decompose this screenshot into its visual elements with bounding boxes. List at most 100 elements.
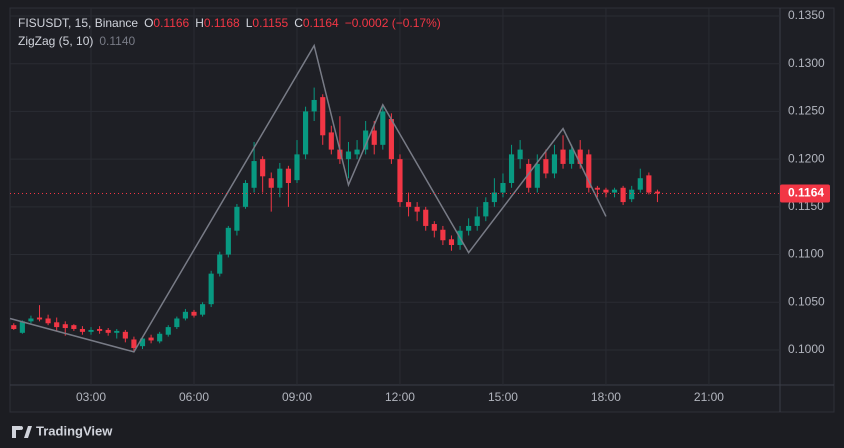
- candle-body: [620, 187, 626, 203]
- candle-body: [225, 227, 231, 255]
- candle-body: [345, 151, 352, 160]
- x-tick-label: 06:00: [179, 390, 209, 404]
- candle-body: [208, 273, 214, 305]
- candle-body: [62, 324, 68, 329]
- candle-body: [586, 154, 592, 188]
- candle-body: [294, 154, 300, 181]
- candle-body: [191, 311, 197, 316]
- candle-body: [354, 149, 360, 155]
- candle-body: [139, 338, 146, 347]
- candle-body: [431, 224, 437, 231]
- x-tick-label: 15:00: [488, 390, 518, 404]
- ohlc-value: 0.1164: [303, 16, 339, 30]
- zigzag-line: [9, 43, 607, 353]
- candle-body: [200, 304, 206, 315]
- ohlc-label: C: [294, 16, 303, 30]
- candle-body: [560, 149, 566, 164]
- ohlc-label: L: [246, 16, 253, 30]
- candle-body: [242, 182, 249, 207]
- candle-body: [526, 163, 532, 188]
- candle-body: [165, 327, 171, 335]
- candle-body: [277, 168, 283, 188]
- candle-body: [371, 130, 377, 145]
- candle-body: [157, 333, 163, 342]
- chart-frame: [9, 7, 835, 413]
- candle-body: [534, 163, 540, 188]
- y-tick-label: 0.1050: [788, 294, 825, 308]
- price-change: −0.0002 (−0.17%): [345, 16, 441, 30]
- candle-body: [551, 154, 558, 174]
- candle-body: [517, 149, 523, 160]
- candle-body: [474, 216, 480, 226]
- candle-body: [285, 168, 291, 183]
- candle-body: [114, 330, 120, 333]
- candle-body: [629, 189, 635, 200]
- candle-body: [122, 331, 128, 339]
- candle-body: [19, 321, 25, 333]
- x-tick-label: 18:00: [591, 390, 621, 404]
- candle-body: [337, 149, 343, 160]
- ohlc-label: H: [195, 16, 204, 30]
- y-tick-label: 0.1000: [788, 342, 825, 356]
- candle-body: [491, 192, 497, 203]
- candle-body: [423, 209, 429, 226]
- candle-body: [611, 189, 618, 193]
- candle-body: [654, 191, 661, 194]
- last-price-badge: [780, 184, 830, 203]
- ohlc-label: O: [144, 16, 153, 30]
- indicator-name: ZigZag (5, 10): [18, 34, 93, 48]
- y-tick-label: 0.1300: [788, 56, 825, 70]
- candle-body: [397, 159, 403, 203]
- candle-body: [328, 132, 334, 150]
- candle-body: [603, 189, 609, 193]
- symbol-info: FISUSDT, 15, Binance: [18, 16, 138, 30]
- candle-body: [182, 311, 188, 319]
- ohlc-value: 0.1155: [252, 16, 288, 30]
- y-tick-label: 0.1100: [788, 247, 824, 261]
- candle-body: [174, 318, 180, 328]
- candle-body: [388, 119, 394, 160]
- candle-body: [414, 206, 420, 212]
- ohlc-value: 0.1168: [204, 16, 240, 30]
- candle-body: [405, 202, 412, 207]
- candle-body: [217, 254, 223, 274]
- candle-body: [234, 206, 240, 231]
- candle-body: [380, 111, 386, 145]
- candle-body: [500, 182, 506, 193]
- y-tick-label: 0.1200: [788, 151, 825, 165]
- candle-body: [268, 178, 274, 188]
- x-tick-label: 12:00: [385, 390, 415, 404]
- candle-body: [251, 161, 257, 188]
- candle-body: [637, 178, 643, 190]
- candle-body: [105, 329, 111, 333]
- candle-body: [36, 317, 43, 320]
- ohlc-value: 0.1166: [153, 16, 189, 30]
- logo-icon: [12, 426, 32, 438]
- branding[interactable]: TradingView: [12, 423, 113, 438]
- candle-body: [148, 337, 154, 341]
- x-tick-label: 09:00: [282, 390, 312, 404]
- last-price-label: 0.1164: [788, 186, 824, 200]
- candle-body: [466, 225, 472, 231]
- x-tick-label: 21:00: [694, 390, 724, 404]
- candle-body: [543, 159, 549, 174]
- brand-name: TradingView: [36, 423, 113, 438]
- candle-body: [646, 175, 652, 193]
- y-tick-label: 0.1150: [788, 199, 824, 213]
- candle-body: [79, 328, 86, 332]
- candle-body: [577, 149, 583, 164]
- candle-body: [97, 328, 103, 331]
- candle-body: [28, 318, 34, 322]
- candle-body: [448, 239, 455, 246]
- candle-body: [320, 97, 326, 136]
- x-tick-label: 03:00: [76, 390, 106, 404]
- indicator-value: 0.1140: [99, 34, 135, 48]
- y-tick-label: 0.1350: [788, 8, 825, 22]
- y-tick-label: 0.1250: [788, 104, 825, 118]
- candle-body: [45, 318, 51, 324]
- candle-body: [131, 339, 137, 349]
- candle-body: [54, 322, 60, 328]
- candle-body: [302, 111, 309, 155]
